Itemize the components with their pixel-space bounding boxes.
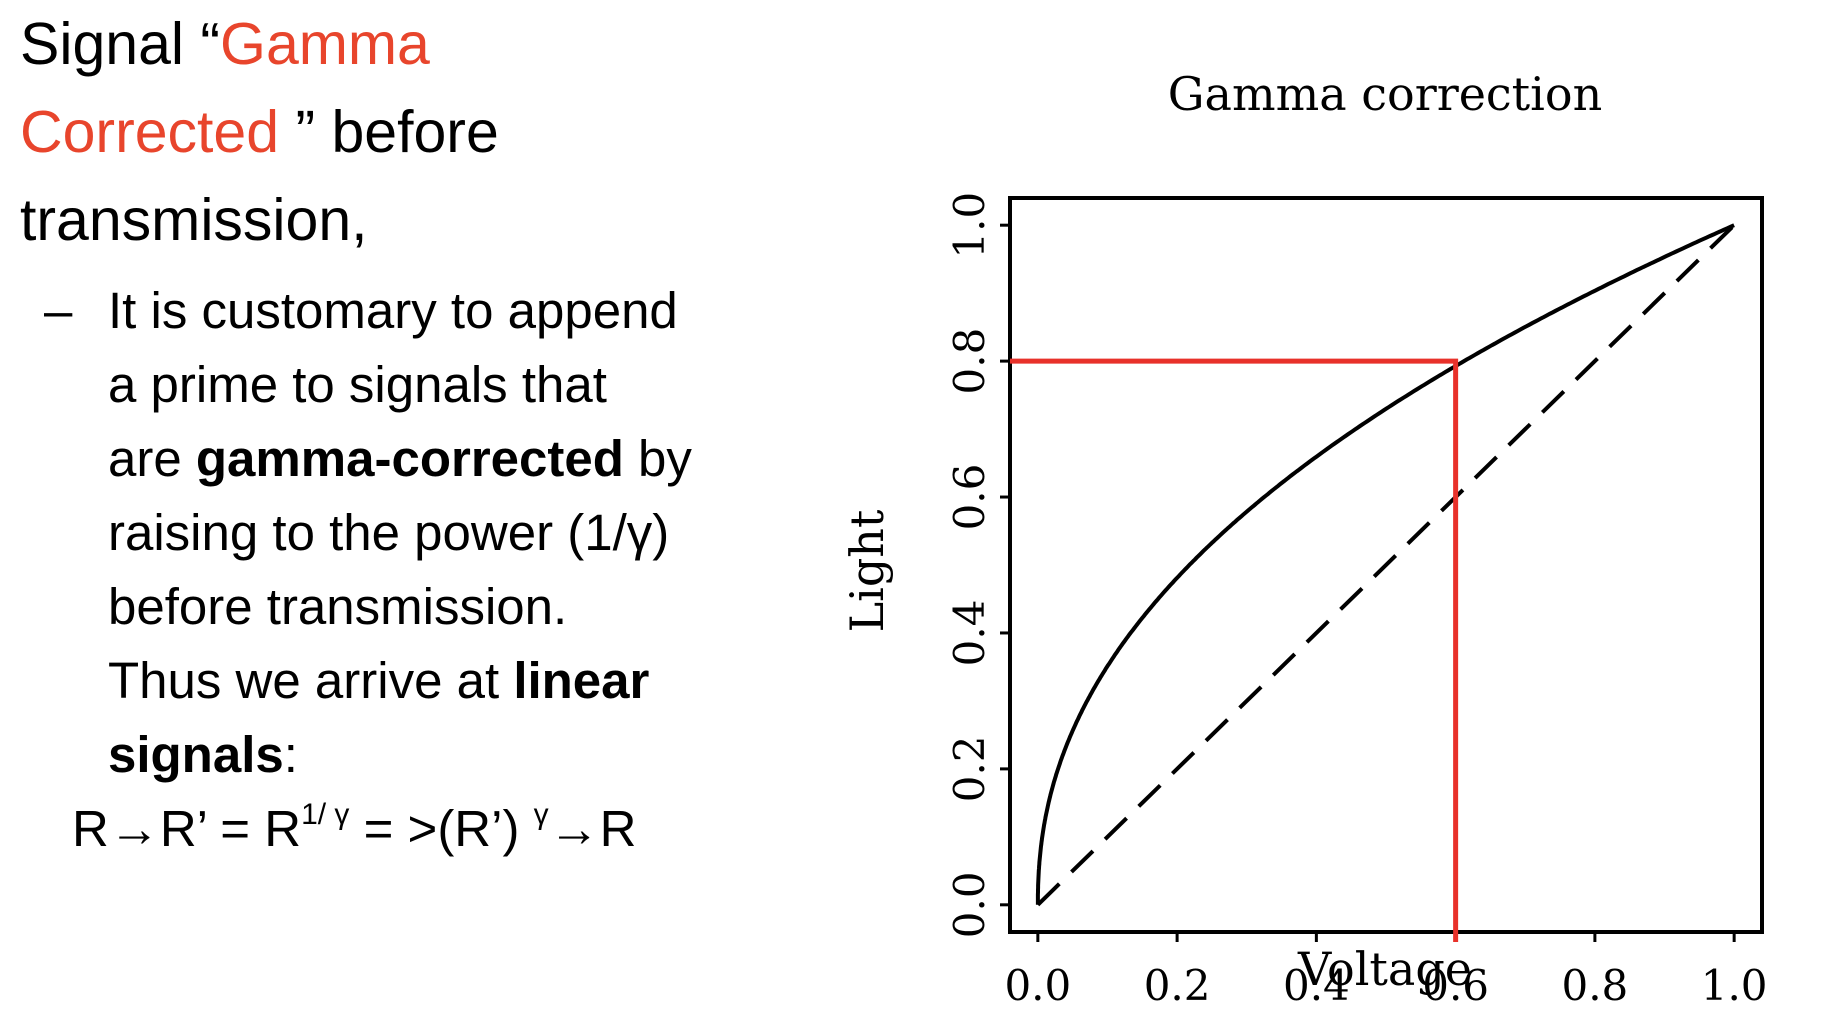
bullet-line-4: raising to the power (1/γ) (108, 504, 670, 561)
x-axis-label: Voltage (1297, 942, 1472, 996)
y-tick-label: 1.0 (945, 192, 994, 259)
y-axis-label: Light (840, 509, 894, 632)
bullet-line-3: are gamma-corrected by (108, 430, 692, 487)
bullet-line-6: Thus we arrive at linear (108, 652, 650, 709)
heading-line-3: transmission, (20, 187, 368, 253)
x-tick-label: 0.2 (1144, 961, 1211, 1010)
bullet-dash: – (44, 282, 73, 339)
gamma-formula: R→R’ = R1/ γ = >(R’) γ→R (72, 798, 637, 858)
gamma-correction-chart: Gamma correction Light Voltage 0.0 0.2 0.4… (840, 67, 1768, 1010)
y-tick-label: 0.0 (945, 871, 994, 938)
bullet-item: – It is customary to append a prime to s… (20, 274, 820, 792)
plot-frame (1008, 196, 1764, 934)
y-tick-label: 0.8 (945, 328, 994, 395)
y-tick-label: 0.4 (945, 600, 994, 667)
annotation-marker-line (1010, 358, 1459, 942)
bullet-line-5: before transmission. (108, 578, 568, 635)
heading-line-1: Signal “Gamma (20, 11, 430, 77)
x-tick-label: 0.4 (1283, 961, 1350, 1010)
linear-reference-dashed (1036, 223, 1736, 907)
heading-line-2: Corrected ” before (20, 99, 499, 165)
x-tick-label: 0.6 (1422, 961, 1489, 1010)
slide-text: Signal “Gamma Corrected ” before transmi… (20, 0, 820, 866)
gamma-curve-solid (1035, 223, 1735, 905)
x-tick-label: 0.8 (1561, 961, 1628, 1010)
y-tick-label: 0.6 (945, 464, 994, 531)
x-axis-ticks: 0.0 0.2 0.4 0.6 0.8 1.0 (1004, 932, 1768, 1010)
x-tick-label: 0.0 (1004, 961, 1071, 1010)
bullet-line-7: signals: (108, 726, 298, 783)
bullet-line-2: a prime to signals that (108, 356, 607, 413)
y-tick-label: 0.2 (945, 735, 994, 802)
heading-accent-gamma: Gamma (220, 11, 430, 77)
chart-title: Gamma correction (1168, 67, 1602, 121)
bullet-line-1: It is customary to append (108, 282, 678, 339)
y-axis-ticks: 0.0 0.2 0.4 0.6 0.8 1.0 (945, 192, 1010, 938)
x-tick-label: 1.0 (1701, 961, 1768, 1010)
heading-accent-corrected: Corrected (20, 99, 280, 165)
